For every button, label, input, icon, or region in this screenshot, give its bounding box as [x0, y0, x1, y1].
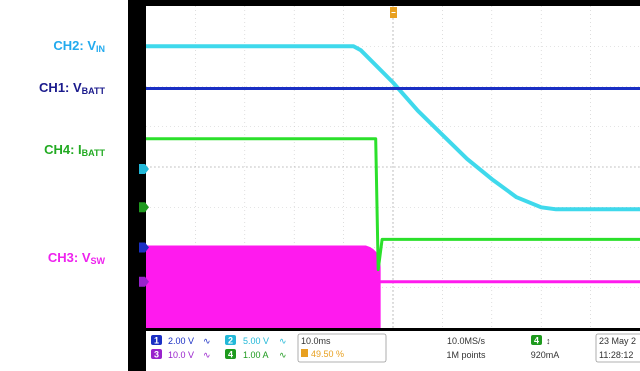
label-ch2: CH2: VIN: [53, 38, 105, 54]
timebase-value: 10.0ms: [301, 336, 331, 346]
record-length: 1M points: [446, 350, 486, 360]
timebase-box[interactable]: [297, 333, 387, 363]
ch1-bw-icon: ∿: [203, 336, 211, 346]
label-ch2-prefix: CH2: V: [53, 38, 96, 53]
ch3-badge[interactable]: [151, 349, 162, 359]
label-ch1: CH1: VBATT: [39, 80, 105, 96]
ch4-bw-icon: ∿: [279, 350, 287, 360]
label-ch1-sub: BATT: [81, 86, 105, 96]
datetime-box: [595, 333, 640, 363]
date: 23 May 2: [599, 336, 636, 346]
ch2-badge-num: 2: [228, 336, 233, 346]
ch3-scale: 10.0 V: [168, 350, 194, 360]
channel-markers: [139, 7, 397, 287]
trigger-pos-icon: [301, 349, 308, 357]
trigger-position: 49.50 %: [311, 349, 344, 359]
ch2-badge[interactable]: [225, 335, 236, 345]
ch4-scale: 1.00 A: [243, 350, 269, 360]
label-ch4-prefix: CH4: I: [44, 142, 82, 157]
label-ch1-prefix: CH1: V: [39, 80, 82, 95]
status-bar-bg: [146, 331, 640, 371]
ch3-badge-num: 3: [154, 350, 159, 360]
ch4-badge-num: 4: [228, 350, 233, 360]
ch4-ground-marker: [139, 202, 149, 213]
status-bar: 1 2.00 V ∿ 3 10.0 V ∿ 2 5.00 V ∿ 4 1.00 …: [146, 331, 640, 371]
label-ch4-sub: BATT: [81, 148, 105, 158]
trigger-level: 920mA: [531, 350, 560, 360]
ch2-ground-marker: [139, 164, 149, 175]
ch1-badge-num: 1: [154, 336, 159, 346]
ch1-badge[interactable]: [151, 335, 162, 345]
ch1-ground-marker: [139, 242, 149, 253]
traces: [146, 44, 640, 328]
trigger-slope-icon: ↕: [546, 336, 551, 346]
ch1-scale: 2.00 V: [168, 336, 194, 346]
trigger-ch-num: 4: [534, 336, 539, 346]
label-ch3: CH3: VSW: [48, 250, 105, 266]
label-ch4: CH4: IBATT: [44, 142, 105, 158]
sample-rate: 10.0MS/s: [447, 336, 486, 346]
ch3-bw-icon: ∿: [203, 350, 211, 360]
label-ch2-sub: IN: [96, 44, 105, 54]
ch4-ibatt-trace: [146, 137, 640, 272]
time: 11:28:12: [599, 350, 633, 360]
ch2-scale: 5.00 V: [243, 336, 269, 346]
ch2-vin-trace: [146, 44, 640, 212]
trigger-ch-badge[interactable]: [531, 335, 542, 345]
label-ch3-sub: SW: [90, 256, 106, 266]
label-ch3-prefix: CH3: V: [47, 250, 91, 265]
ch3-switching-band: [146, 245, 381, 328]
ch4-badge[interactable]: [225, 349, 236, 359]
ch3-ground-marker: [139, 276, 149, 287]
ch2-bw-icon: ∿: [279, 336, 287, 346]
